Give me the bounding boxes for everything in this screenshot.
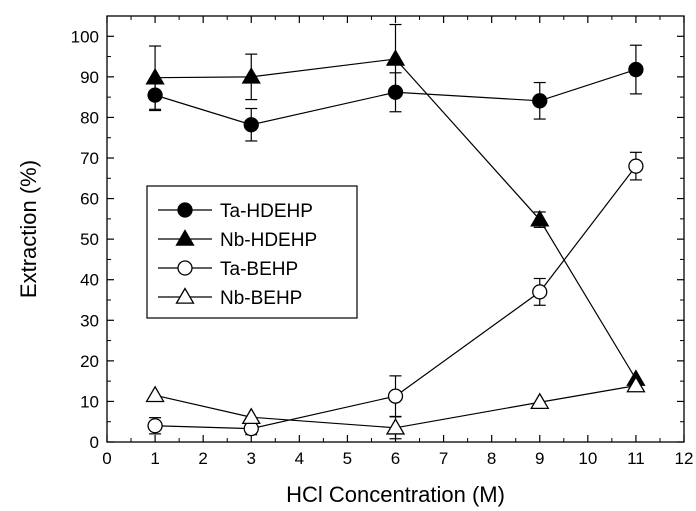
data-point bbox=[387, 388, 404, 404]
y-tick-label: 0 bbox=[90, 433, 99, 452]
y-tick-label: 80 bbox=[80, 108, 99, 127]
x-tick-label: 1 bbox=[150, 449, 159, 468]
y-tick-label: 70 bbox=[80, 149, 99, 168]
x-tick-label: 11 bbox=[627, 449, 645, 468]
series-ta-behp bbox=[147, 151, 644, 437]
legend-label: Ta-BEHP bbox=[220, 259, 298, 280]
legend-item: Ta-HDEHP bbox=[158, 201, 313, 222]
x-tick-label: 4 bbox=[295, 449, 304, 468]
data-point bbox=[626, 375, 646, 393]
data-point bbox=[628, 61, 644, 78]
y-tick-label: 30 bbox=[80, 311, 99, 330]
legend-label: Nb-HDEHP bbox=[220, 230, 317, 251]
series-nb-behp bbox=[145, 375, 646, 440]
x-tick-label: 7 bbox=[439, 449, 448, 468]
legend-label: Nb-BEHP bbox=[220, 288, 302, 309]
data-point bbox=[243, 117, 259, 133]
data-point bbox=[532, 284, 548, 300]
data-point bbox=[145, 385, 165, 403]
data-point bbox=[628, 158, 644, 174]
legend-item: Nb-BEHP bbox=[158, 287, 302, 309]
legend-item: Nb-HDEHP bbox=[158, 229, 317, 251]
data-point bbox=[241, 67, 261, 84]
x-tick-label: 2 bbox=[198, 449, 207, 468]
plot-area bbox=[145, 23, 646, 440]
x-tick-label: 10 bbox=[578, 449, 597, 468]
y-tick-label: 100 bbox=[71, 27, 99, 46]
y-tick-label: 10 bbox=[80, 392, 99, 411]
legend-marker bbox=[175, 229, 195, 246]
x-tick-label: 8 bbox=[487, 449, 496, 468]
legend: Ta-HDEHP Nb-HDEHP Ta-BEHP Nb-BEHP bbox=[146, 185, 358, 319]
legend-marker bbox=[175, 287, 195, 304]
data-point bbox=[385, 418, 406, 435]
legend-label: Ta-HDEHP bbox=[220, 201, 313, 222]
x-tick-label: 3 bbox=[247, 449, 256, 468]
data-point bbox=[532, 93, 548, 109]
y-tick-label: 50 bbox=[80, 230, 99, 249]
data-point bbox=[530, 209, 550, 227]
legend-item: Ta-BEHP bbox=[158, 259, 298, 280]
x-axis-title: HCl Concentration (M) bbox=[286, 482, 505, 507]
x-tick-label: 0 bbox=[102, 449, 111, 468]
legend-marker bbox=[177, 202, 193, 218]
data-point bbox=[147, 418, 163, 434]
data-point bbox=[241, 407, 261, 425]
x-tick-label: 5 bbox=[343, 449, 352, 468]
data-point bbox=[385, 49, 406, 66]
x-tick-label: 9 bbox=[535, 449, 544, 468]
y-tick-label: 20 bbox=[80, 352, 99, 371]
data-point bbox=[145, 67, 165, 85]
y-axis-title: Extraction (%) bbox=[16, 160, 41, 298]
legend-marker bbox=[177, 260, 193, 276]
x-tick-label: 12 bbox=[675, 449, 694, 468]
y-tick-label: 60 bbox=[80, 190, 99, 209]
data-point bbox=[530, 392, 550, 410]
x-tick-label: 6 bbox=[391, 449, 400, 468]
y-tick-label: 90 bbox=[80, 68, 99, 87]
y-tick-label: 40 bbox=[80, 271, 99, 290]
